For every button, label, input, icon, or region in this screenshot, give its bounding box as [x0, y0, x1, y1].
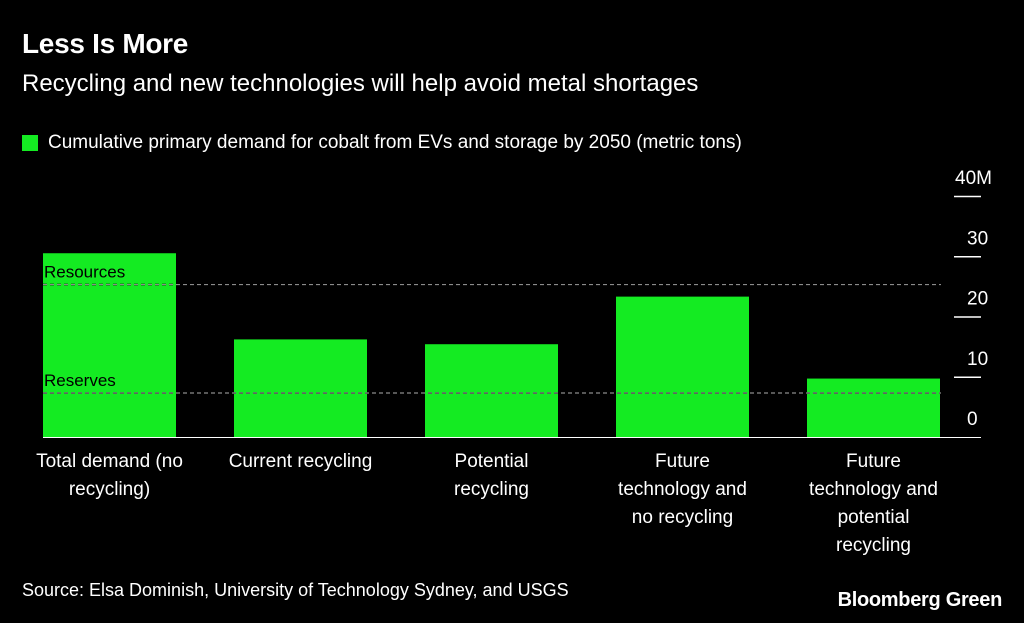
y-tick-label: 10 [967, 349, 988, 370]
x-category-label: Future technology and no recycling [618, 451, 747, 528]
y-tick-label: 40M [955, 168, 992, 189]
x-category-label: Current recycling [229, 451, 373, 472]
y-tick-label: 30 [967, 228, 988, 249]
x-category-label: Future technology and potential recycling [809, 451, 938, 556]
bar [616, 296, 749, 437]
reference-line-label: Resources [44, 263, 125, 282]
y-tick-label: 20 [967, 289, 988, 310]
bar [234, 339, 367, 437]
y-tick-label: 0 [967, 409, 978, 430]
legend: Cumulative primary demand for cobalt fro… [22, 132, 742, 154]
legend-swatch [22, 135, 38, 151]
chart-subtitle: Recycling and new technologies will help… [22, 70, 699, 97]
source-note: Source: Elsa Dominish, University of Tec… [22, 580, 569, 600]
reference-line-label: Reserves [44, 371, 116, 390]
bar [425, 344, 558, 437]
x-category-label: Potential recycling [454, 451, 529, 500]
chart-title: Less Is More [22, 28, 189, 59]
x-category-label: Total demand (no recycling) [36, 451, 183, 500]
bar [807, 378, 940, 437]
brand-logo: Bloomberg Green [837, 589, 1003, 611]
legend-label: Cumulative primary demand for cobalt fro… [48, 132, 742, 153]
